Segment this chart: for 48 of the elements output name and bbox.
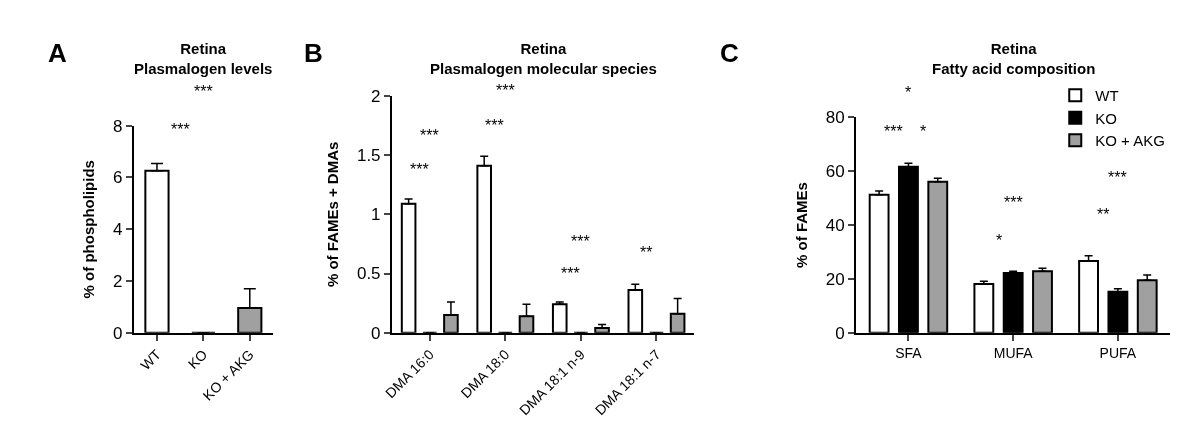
chart-title: Retina Plasmalogen levels <box>134 40 273 77</box>
y-tick-label: 1 <box>371 205 381 225</box>
y-tick-label: 2 <box>371 86 381 106</box>
text: B <box>304 38 323 68</box>
x-tick-label: WT <box>137 346 165 374</box>
y-axis-title: % of FAMEs + DMAs <box>323 141 341 288</box>
y-tick-label: 0 <box>112 323 123 343</box>
y-axis-title: % of FAMEs <box>792 182 810 268</box>
legend-label: KO <box>1095 109 1117 127</box>
x-tick-label: MUFA <box>993 344 1034 361</box>
y-tick-label: 40 <box>825 215 845 235</box>
annotation: *** <box>1004 194 1023 211</box>
annotation: *** <box>1108 169 1127 186</box>
text: C <box>720 38 739 68</box>
y-tick-label: 0.5 <box>356 264 381 284</box>
y-tick-label: 80 <box>825 108 845 128</box>
x-tick-label: PUFA <box>1099 344 1137 361</box>
text: *** <box>194 83 213 100</box>
y-tick-label: 0 <box>835 323 845 343</box>
y-tick-label: 6 <box>112 168 123 188</box>
y-tick-label: 0 <box>371 323 381 343</box>
annotation: *** <box>561 265 580 282</box>
annotation: ** <box>640 244 653 261</box>
annotation: *** <box>171 121 190 138</box>
annotation: *** <box>496 82 515 99</box>
y-axis-title: % of phospholipids <box>79 160 97 299</box>
annotation: *** <box>884 123 903 140</box>
annotation: * <box>996 232 1003 249</box>
annotation: * <box>920 123 927 140</box>
annotation: *** <box>420 127 439 144</box>
legend-label: KO + AKG <box>1095 132 1165 150</box>
annotation: ** <box>1097 206 1110 223</box>
x-tick-label: SFA <box>895 344 923 361</box>
legend-label: WT <box>1095 87 1119 105</box>
text: * <box>905 84 912 101</box>
y-tick-label: 20 <box>825 269 845 289</box>
chart-title: Retina Fatty acid composition <box>932 40 1096 77</box>
y-tick-label: 8 <box>112 116 123 136</box>
y-tick-label: 1.5 <box>356 146 381 166</box>
annotation: *** <box>410 161 429 178</box>
annotation: *** <box>485 117 504 134</box>
y-tick-label: 4 <box>112 220 123 240</box>
chart-title: Retina Plasmalogen molecular species <box>430 40 657 77</box>
annotation: *** <box>571 233 590 250</box>
y-tick-label: 60 <box>825 162 845 182</box>
text: A <box>48 38 67 68</box>
x-tick-label: KO <box>184 346 211 372</box>
y-tick-label: 2 <box>112 271 123 291</box>
